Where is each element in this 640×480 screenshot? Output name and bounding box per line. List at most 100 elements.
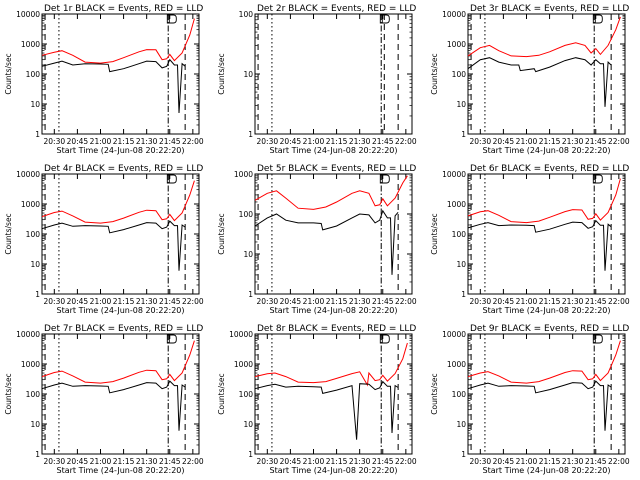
panel-4: Det 4r BLACK = Events, RED = LLD 1 10 100 10…	[4, 164, 204, 315]
x-tick-label: 20:30	[257, 297, 279, 306]
y-tick-label: 10000	[442, 330, 466, 339]
y-tick-label: 1	[461, 290, 466, 299]
y-tick-label: 10	[243, 250, 253, 259]
y-tick-label: 10000	[229, 330, 253, 339]
y-tick-label: 100	[26, 230, 41, 239]
x-tick-label: 21:30	[349, 297, 371, 306]
x-tick-label: 21:15	[539, 137, 561, 146]
x-tick-label: 21:45	[159, 457, 181, 466]
plot-frame	[254, 173, 413, 295]
x-tick-label: 20:45	[493, 457, 515, 466]
y-axis-title: Counts/sec	[217, 373, 226, 414]
y-tick-label: 1	[461, 450, 466, 459]
x-tick-label: 21:00	[516, 137, 538, 146]
y-tick-label: 1	[35, 290, 40, 299]
lld-rate-line	[254, 175, 408, 210]
events-rate-line	[41, 220, 186, 271]
x-tick-label: 21:15	[539, 457, 561, 466]
x-tick-label: 20:30	[257, 137, 279, 146]
plot-frame	[467, 333, 626, 455]
events-rate-line	[467, 380, 612, 431]
x-tick-label: 22:00	[395, 457, 417, 466]
y-tick-label: 10	[456, 100, 466, 109]
panel-3: Det 3r BLACK = Events, RED = LLD 1 10 100 10…	[430, 4, 630, 155]
panel-5: Det 5r BLACK = Events, RED = LLD 1 10 100 10…	[217, 164, 417, 315]
panel-title: Det 8r BLACK = Events, RED = LLD	[257, 324, 416, 334]
panel-title: Det 9r BLACK = Events, RED = LLD	[470, 324, 629, 334]
x-tick-label: 21:30	[562, 297, 584, 306]
panel-title: Det 4r BLACK = Events, RED = LLD	[44, 164, 203, 174]
x-tick-label: 21:45	[585, 297, 607, 306]
panel-title: Det 1r BLACK = Events, RED = LLD	[44, 4, 203, 14]
y-tick-label: 10000	[16, 10, 40, 19]
x-tick-label: 20:30	[470, 137, 492, 146]
y-tick-label: 1000	[21, 360, 40, 369]
x-tick-label: 21:30	[136, 297, 158, 306]
lld-rate-line	[41, 180, 195, 224]
y-axis-title: Counts/sec	[217, 53, 226, 94]
x-tick-label: 21:45	[585, 137, 607, 146]
lld-rate-line	[467, 178, 621, 224]
x-tick-label: 21:00	[516, 457, 538, 466]
x-axis-title: Start Time (24-Jun-08 20:22:20)	[483, 146, 611, 155]
y-tick-label: 10	[30, 260, 40, 269]
y-tick-label: 1	[248, 290, 253, 299]
x-tick-label: 21:15	[113, 137, 135, 146]
panel-1: Det 1r BLACK = Events, RED = LLD 1 10 100 10…	[4, 4, 204, 155]
saa-marker-glyph	[166, 14, 177, 24]
x-tick-label: 21:00	[303, 457, 325, 466]
x-tick-label: 21:45	[372, 457, 394, 466]
x-tick-label: 20:30	[470, 297, 492, 306]
y-tick-label: 10000	[16, 170, 40, 179]
x-tick-label: 21:45	[159, 137, 181, 146]
x-tick-label: 20:45	[280, 457, 302, 466]
plot-frame	[467, 13, 626, 135]
saa-marker-glyph	[592, 334, 603, 344]
x-axis-title: Start Time (24-Jun-08 20:22:20)	[270, 306, 398, 315]
events-rate-line	[254, 380, 399, 440]
saa-marker-glyph	[379, 14, 390, 24]
x-axis-title: Start Time (24-Jun-08 20:22:20)	[57, 146, 185, 155]
x-tick-label: 21:30	[349, 137, 371, 146]
x-tick-label: 21:15	[326, 137, 348, 146]
x-tick-label: 22:00	[608, 137, 630, 146]
plot-frame	[41, 13, 200, 135]
y-tick-label: 100	[239, 390, 254, 399]
y-tick-label: 10	[243, 420, 253, 429]
y-tick-label: 100	[26, 70, 41, 79]
x-tick-label: 22:00	[182, 457, 204, 466]
lld-rate-line	[467, 16, 621, 58]
x-tick-label: 20:30	[470, 457, 492, 466]
panel-title: Det 5r BLACK = Events, RED = LLD	[257, 164, 416, 174]
panel-title: Det 3r BLACK = Events, RED = LLD	[470, 4, 629, 14]
y-tick-label: 100	[452, 230, 467, 239]
y-tick-label: 10	[30, 100, 40, 109]
saa-marker-glyph	[592, 174, 603, 184]
x-tick-label: 21:45	[159, 297, 181, 306]
saa-marker-glyph	[379, 174, 390, 184]
y-axis-title: Counts/sec	[4, 213, 13, 254]
panel-title: Det 6r BLACK = Events, RED = LLD	[470, 164, 629, 174]
x-tick-label: 22:00	[608, 297, 630, 306]
y-axis-title: Counts/sec	[430, 373, 439, 414]
x-axis-title: Start Time (24-Jun-08 20:22:20)	[483, 466, 611, 475]
plot-frame	[41, 333, 200, 455]
x-tick-label: 21:00	[303, 297, 325, 306]
x-tick-label: 20:45	[280, 137, 302, 146]
x-tick-label: 22:00	[395, 137, 417, 146]
plot-frame	[467, 173, 626, 295]
x-tick-label: 21:15	[113, 297, 135, 306]
lld-rate-line	[41, 340, 195, 384]
y-tick-label: 10000	[442, 170, 466, 179]
x-tick-label: 20:30	[44, 137, 66, 146]
x-tick-label: 21:00	[303, 137, 325, 146]
x-tick-label: 21:00	[516, 297, 538, 306]
x-tick-label: 21:15	[326, 457, 348, 466]
plot-frame	[254, 13, 413, 135]
x-axis-title: Start Time (24-Jun-08 20:22:20)	[57, 466, 185, 475]
events-rate-line	[467, 57, 612, 107]
panel-6: Det 6r BLACK = Events, RED = LLD 1 10 100 10…	[430, 164, 630, 315]
y-tick-label: 1	[461, 130, 466, 139]
y-axis-title: Counts/sec	[430, 53, 439, 94]
